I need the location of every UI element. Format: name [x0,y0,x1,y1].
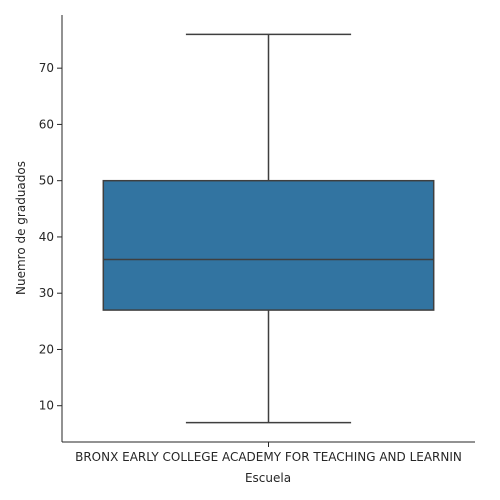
x-axis-ticks: BRONX EARLY COLLEGE ACADEMY FOR TEACHING… [75,442,462,464]
x-tick-label: BRONX EARLY COLLEGE ACADEMY FOR TEACHING… [75,450,462,464]
x-axis-label: Escuela [245,471,291,485]
y-tick-label: 30 [39,286,54,300]
y-tick-label: 70 [39,61,54,75]
y-tick-label: 50 [39,174,54,188]
y-tick-label: 60 [39,117,54,131]
y-axis-label: Nuemro de graduados [14,161,28,295]
y-tick-label: 20 [39,342,54,356]
y-tick-label: 40 [39,230,54,244]
y-tick-label: 10 [39,399,54,413]
boxes [103,34,433,422]
iqr-box [103,181,433,310]
y-axis-ticks: 10 20 30 40 50 60 70 [39,61,62,413]
